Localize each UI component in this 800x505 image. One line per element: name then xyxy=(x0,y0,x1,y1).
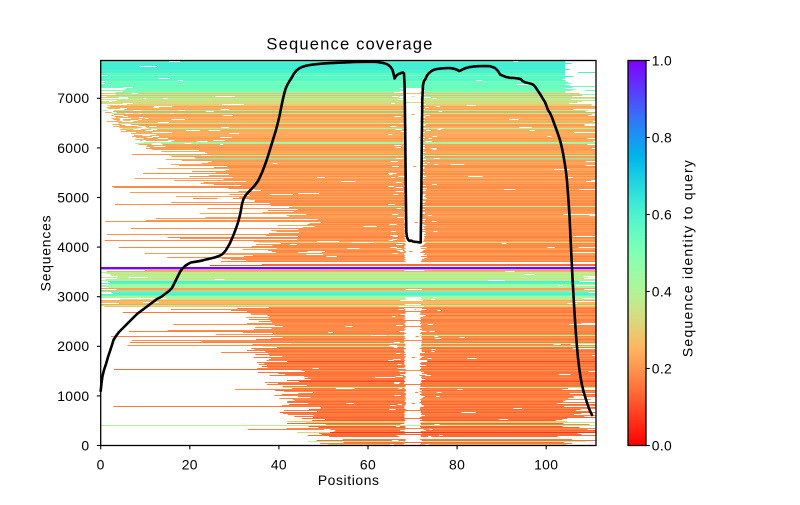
svg-text:80: 80 xyxy=(449,457,465,473)
svg-text:Sequence identity to query: Sequence identity to query xyxy=(680,159,696,357)
svg-text:0.6: 0.6 xyxy=(652,206,672,222)
svg-text:40: 40 xyxy=(271,457,287,473)
svg-text:Sequence coverage: Sequence coverage xyxy=(266,34,433,53)
svg-text:20: 20 xyxy=(182,457,198,473)
svg-text:0: 0 xyxy=(97,457,105,473)
svg-text:0.4: 0.4 xyxy=(652,283,672,299)
svg-text:3000: 3000 xyxy=(57,289,89,305)
svg-text:2000: 2000 xyxy=(57,338,89,354)
svg-text:Positions: Positions xyxy=(318,472,380,488)
svg-text:Sequences: Sequences xyxy=(37,215,53,292)
svg-text:4000: 4000 xyxy=(57,239,89,255)
svg-text:0.0: 0.0 xyxy=(652,437,672,453)
svg-text:0.8: 0.8 xyxy=(652,129,672,145)
svg-text:0: 0 xyxy=(81,437,89,453)
svg-text:6000: 6000 xyxy=(57,140,89,156)
svg-text:7000: 7000 xyxy=(57,90,89,106)
svg-text:0.2: 0.2 xyxy=(652,360,672,376)
svg-text:60: 60 xyxy=(360,457,376,473)
svg-text:1000: 1000 xyxy=(57,388,89,404)
svg-text:100: 100 xyxy=(534,457,558,473)
svg-text:5000: 5000 xyxy=(57,189,89,205)
svg-text:1.0: 1.0 xyxy=(652,52,672,68)
